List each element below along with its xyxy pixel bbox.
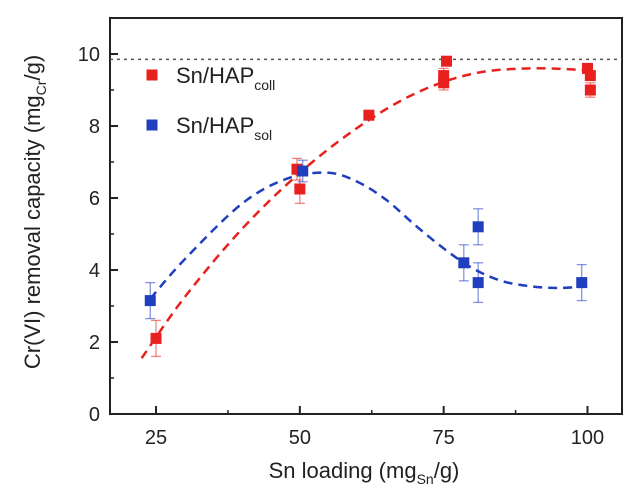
plot-frame bbox=[109, 17, 623, 415]
data-point bbox=[291, 163, 303, 175]
data-point bbox=[458, 257, 470, 269]
legend-label: Sn/HAPcoll bbox=[176, 63, 275, 93]
data-point bbox=[472, 221, 484, 233]
fit-curve bbox=[140, 67, 588, 359]
y-tick-label: 10 bbox=[78, 44, 100, 66]
x-tick-label: 75 bbox=[433, 427, 455, 449]
data-point bbox=[297, 165, 309, 177]
y-tick-label: 6 bbox=[89, 188, 100, 210]
data-point bbox=[584, 84, 596, 96]
y-tick-label: 2 bbox=[89, 332, 100, 354]
y-axis-title: Cr(VI) removal capacity (mgCr/g) bbox=[20, 55, 49, 369]
y-tick-label: 0 bbox=[89, 404, 100, 426]
data-point bbox=[441, 55, 453, 67]
x-tick-label: 25 bbox=[145, 427, 167, 449]
x-tick-label: 50 bbox=[289, 427, 311, 449]
series-sol bbox=[144, 159, 588, 320]
y-tick-label: 8 bbox=[89, 116, 100, 138]
data-point bbox=[144, 295, 156, 307]
data-point bbox=[576, 277, 588, 289]
data-point bbox=[584, 70, 596, 82]
x-tick-label: 100 bbox=[571, 427, 604, 449]
legend-marker bbox=[146, 119, 158, 131]
fit-curve bbox=[149, 171, 588, 300]
data-point bbox=[150, 332, 162, 344]
data-point bbox=[472, 277, 484, 289]
legend-marker bbox=[146, 69, 158, 81]
x-axis-title: Sn loading (mgSn/g) bbox=[269, 458, 460, 487]
y-tick-label: 4 bbox=[89, 260, 100, 282]
data-point bbox=[363, 109, 375, 121]
series-coll bbox=[140, 55, 596, 359]
data-point bbox=[581, 62, 593, 74]
data-point bbox=[438, 70, 450, 82]
data-point bbox=[294, 183, 306, 195]
legend-label: Sn/HAPsol bbox=[176, 113, 272, 143]
